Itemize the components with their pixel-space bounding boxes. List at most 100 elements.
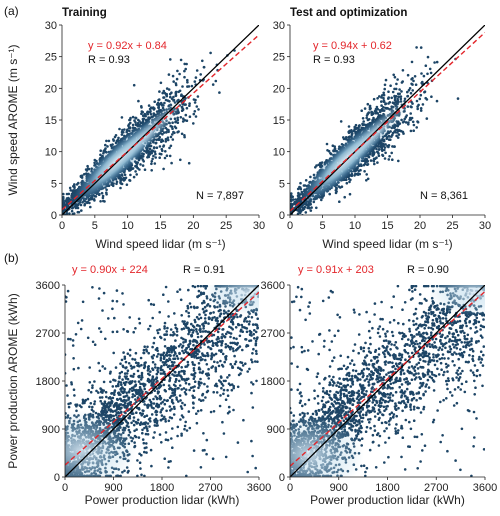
scatter-point: [343, 196, 346, 199]
scatter-point: [314, 166, 317, 169]
scatter-point: [117, 137, 120, 140]
scatter-point: [171, 133, 174, 136]
scatter-point: [147, 113, 150, 116]
scatter-point: [299, 182, 302, 185]
correlation-label: R = 0.93: [88, 54, 130, 66]
scatter-point: [163, 457, 166, 460]
scatter-point: [175, 84, 178, 87]
scatter-point: [183, 134, 186, 137]
sample-size-label: N = 8,361: [420, 190, 468, 202]
scatter-point: [118, 128, 121, 131]
scatter-point: [122, 131, 125, 134]
scatter-point: [218, 91, 221, 94]
scatter-point: [387, 90, 390, 93]
scatter-point: [354, 173, 357, 176]
scatter-point: [86, 165, 89, 168]
scatter-point: [371, 111, 374, 114]
scatter-point: [80, 204, 83, 207]
scatter-point: [328, 193, 331, 196]
scatter-point: [68, 193, 71, 196]
scatter-point: [160, 82, 163, 85]
x-tick-label: 30: [253, 220, 265, 232]
scatter-point: [146, 111, 149, 114]
scatter-point: [378, 148, 381, 151]
scatter-point: [147, 299, 150, 302]
scatter-point: [140, 105, 143, 108]
scatter-point: [148, 104, 151, 107]
scatter-point: [402, 69, 405, 72]
scatter-point: [176, 70, 179, 73]
scatter-point: [99, 149, 102, 152]
scatter-point: [119, 187, 122, 190]
y-tick-label: 15: [45, 115, 57, 127]
scatter-point: [71, 210, 74, 213]
scatter-point: [384, 84, 387, 87]
scatter-point: [170, 136, 173, 139]
scatter-point: [90, 402, 93, 405]
scatter-point: [417, 121, 420, 124]
scatter-point: [124, 174, 127, 177]
scatter-point: [167, 139, 170, 142]
scatter-point: [226, 376, 229, 379]
scatter-point: [402, 132, 405, 135]
y-tick-label: 10: [45, 147, 57, 159]
scatter-point: [348, 125, 351, 128]
scatter-point: [410, 92, 413, 95]
scatter-point: [171, 121, 174, 124]
scatter-point: [104, 144, 107, 147]
scatter-point: [129, 117, 132, 120]
scatter-point: [415, 46, 418, 49]
scatter-point: [392, 74, 395, 77]
scatter-point: [385, 137, 388, 140]
scatter-point: [255, 352, 258, 355]
scatter-point: [145, 151, 148, 154]
scatter-point: [358, 124, 361, 127]
scatter-point: [168, 147, 171, 150]
scatter-point: [154, 153, 157, 156]
scatter-point: [156, 146, 159, 149]
x-axis-label: Wind speed lidar (m s⁻¹): [95, 237, 225, 251]
scatter-point: [426, 73, 429, 76]
scatter-point: [415, 126, 418, 129]
x-tick-label: 0: [59, 220, 65, 232]
scatter-point: [197, 108, 200, 111]
scatter-point: [397, 160, 400, 163]
scatter-point: [417, 104, 420, 107]
scatter-point: [214, 366, 217, 369]
scatter-point: [333, 145, 336, 148]
scatter-point: [394, 96, 397, 99]
scatter-point: [73, 189, 76, 192]
scatter-point: [305, 179, 308, 182]
scatter-point: [420, 46, 423, 49]
scatter-point: [424, 90, 427, 93]
scatter-point: [153, 337, 156, 340]
scatter-point: [177, 130, 180, 133]
scatter-point: [128, 127, 131, 130]
scatter-point: [378, 155, 381, 158]
scatter-point: [163, 144, 166, 147]
scatter-point: [411, 102, 414, 105]
scatter-point: [150, 163, 153, 166]
regression-equation: y = 0.94x + 0.62: [313, 40, 392, 52]
scatter-point: [93, 199, 96, 202]
scatter-point: [348, 130, 351, 133]
scatter-point: [105, 140, 108, 143]
scatter-point: [170, 162, 173, 165]
scatter-point: [185, 114, 188, 117]
scatter-point: [162, 96, 165, 99]
scatter-point: [142, 114, 145, 117]
y-axis-label: Wind speed AROME (m s⁻¹): [6, 44, 20, 195]
scatter-point: [365, 173, 368, 176]
scatter-point: [133, 176, 136, 179]
scatter-point: [218, 365, 221, 368]
scatter-point: [425, 64, 428, 67]
y-tick-label: 0: [51, 210, 57, 222]
scatter-point: [155, 142, 158, 145]
scatter-point: [172, 75, 175, 78]
scatter-point: [176, 78, 179, 81]
scatter-point: [407, 123, 410, 126]
scatter-point: [128, 169, 131, 172]
scatter-point: [150, 107, 153, 110]
regression-equation: y = 0.92x + 0.84: [88, 40, 167, 52]
scatter-point: [151, 158, 154, 161]
